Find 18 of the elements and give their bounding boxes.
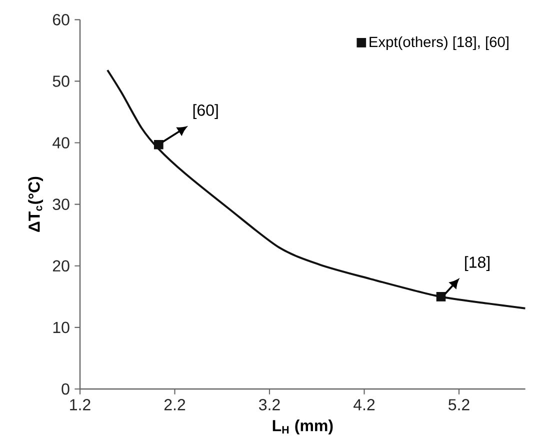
line-series xyxy=(106,69,526,310)
y-tick-label: 20 xyxy=(52,260,70,272)
y-tick-label: 50 xyxy=(52,76,70,87)
x-tick-label: 5.2 xyxy=(448,399,470,410)
y-tick-label: 40 xyxy=(52,137,70,148)
x-tick-label: 4.2 xyxy=(354,399,375,410)
x-axis-title: L$_{H}$ (mm) xyxy=(272,420,333,434)
annotation: [60] xyxy=(193,104,218,120)
y-tick-label: 30 xyxy=(52,198,70,210)
y-tick-label: 0 xyxy=(62,383,70,395)
x-tick-label: 1.2 xyxy=(70,399,90,410)
x-tick-label: 3.2 xyxy=(258,399,280,410)
y-axis-title: ΔT$_{c}$(°C) xyxy=(28,176,44,232)
legend-label: Expt(others) [18], [60] xyxy=(370,36,508,50)
y-tick-label: 60 xyxy=(52,14,70,26)
annotation: [18] xyxy=(465,256,490,272)
x-tick-label: 2.2 xyxy=(164,399,186,410)
y-tick-label: 10 xyxy=(53,322,70,334)
